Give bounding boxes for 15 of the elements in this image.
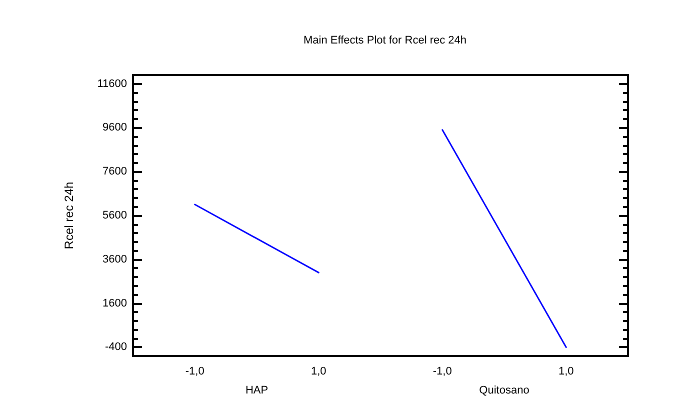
x-tick-label: 1,0: [558, 366, 574, 378]
y-tick-label: -400: [104, 341, 127, 354]
chart-title: Main Effects Plot for Rcel rec 24h: [303, 34, 467, 46]
y-axis-title: Rcel rec 24h: [62, 182, 76, 250]
y-tick-label: 9600: [102, 122, 127, 134]
x-tick-label: -1,0: [185, 366, 204, 378]
x-tick-label: -1,0: [432, 366, 452, 378]
y-tick-label: 7600: [102, 166, 127, 178]
y-tick-label: 1600: [102, 297, 127, 310]
text: HAP: [245, 384, 268, 396]
y-tick-label: 3600: [102, 253, 127, 266]
y-tick-label: 5600: [102, 210, 127, 222]
x-tick-label: 1,0: [310, 366, 326, 378]
text: Quitosano: [479, 384, 530, 396]
y-tick-label: 11600: [97, 78, 127, 90]
